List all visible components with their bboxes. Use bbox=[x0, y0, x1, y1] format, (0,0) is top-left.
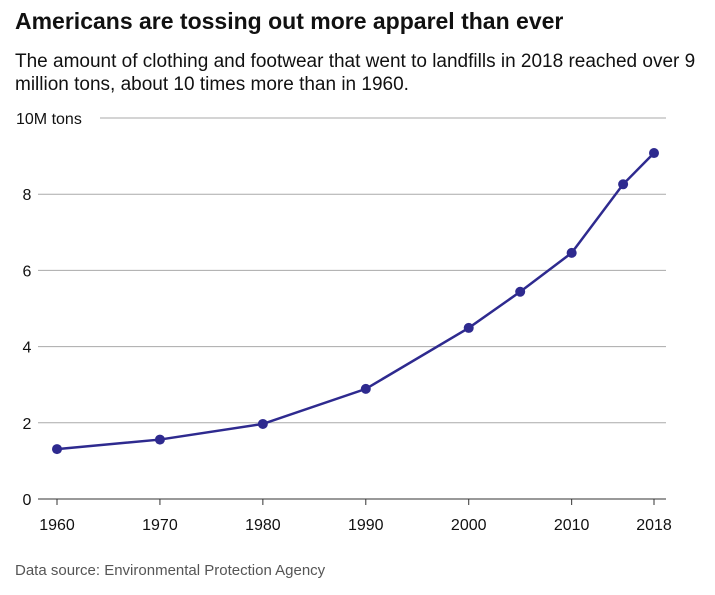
data-source: Data source: Environmental Protection Ag… bbox=[15, 562, 326, 579]
y-tick-label: 0 bbox=[23, 492, 32, 509]
x-tick-label: 1970 bbox=[142, 517, 178, 534]
y-tick-label: 8 bbox=[23, 187, 32, 204]
y-tick-label: 4 bbox=[23, 340, 32, 357]
data-point bbox=[463, 322, 474, 333]
chart-subtitle: The amount of clothing and footwear that… bbox=[15, 51, 696, 95]
data-point bbox=[257, 418, 268, 429]
x-tick-label: 1980 bbox=[245, 517, 281, 534]
data-point bbox=[515, 286, 526, 297]
data-point bbox=[52, 444, 62, 455]
y-tick-label: 6 bbox=[23, 263, 32, 280]
chart-title: Americans are tossing out more apparel t… bbox=[15, 8, 564, 34]
x-tick-label: 2018 bbox=[636, 517, 672, 534]
series-line bbox=[56, 152, 655, 451]
y-tick-label: 2 bbox=[23, 416, 32, 433]
data-point bbox=[154, 434, 165, 445]
x-tick-label: 1990 bbox=[348, 517, 384, 534]
data-point bbox=[360, 383, 371, 394]
x-tick-label: 1960 bbox=[39, 517, 75, 534]
data-point bbox=[566, 247, 577, 258]
x-tick-label: 2010 bbox=[554, 517, 590, 534]
y-tick-label: 10M tons bbox=[16, 111, 82, 128]
data-point bbox=[618, 179, 629, 190]
x-tick-label: 2000 bbox=[451, 517, 487, 534]
data-point bbox=[649, 148, 659, 159]
